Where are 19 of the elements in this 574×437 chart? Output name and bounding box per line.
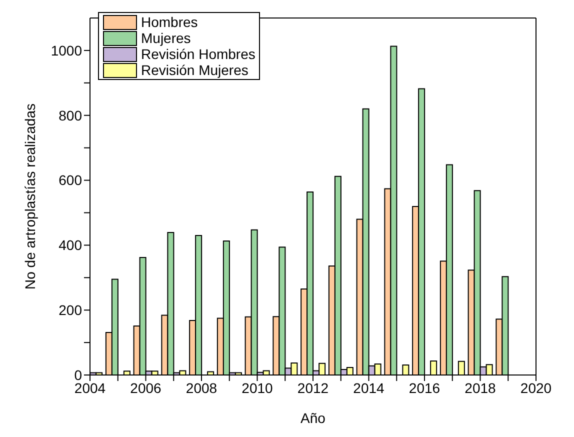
y-tick-label: 600 [58,172,82,188]
legend-label: Revisión Hombres [140,46,256,62]
legend-label: Hombres [140,14,199,30]
y-tick-label: 200 [58,302,82,318]
x-tick-label: 2014 [353,380,385,396]
x-tick-label: 2010 [242,380,274,396]
x-tick-label: 2018 [464,380,496,396]
y-tick-label: 1000 [50,42,82,58]
x-tick-label: 2020 [520,380,552,396]
x-tick-label: 2016 [408,380,440,396]
y-tick-label: 400 [58,237,82,254]
y-tick-label: 800 [58,107,82,124]
legend-label: Mujeres [140,30,192,46]
x-axis-title: Año [300,410,326,426]
x-tick-label: 2006 [130,380,162,396]
x-tick-label: 2012 [297,380,329,396]
legend-label: Revisión Mujeres [140,62,250,78]
y-axis-title: No de artroplastías realizadas [22,104,38,290]
x-tick-label: 2008 [186,380,218,396]
